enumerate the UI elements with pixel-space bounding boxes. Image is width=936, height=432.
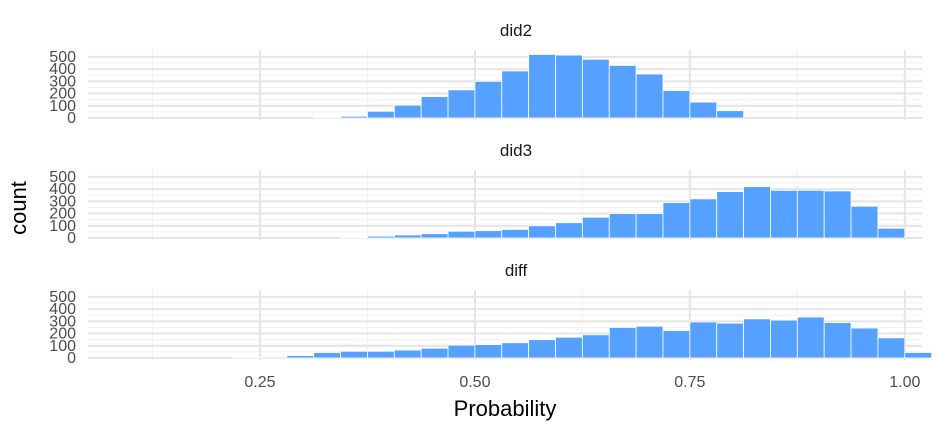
histogram-bar — [528, 225, 556, 239]
histogram-bar — [501, 342, 530, 359]
histogram-bar — [393, 349, 422, 359]
histogram-bar — [474, 80, 503, 119]
y-tick-label: 200 — [49, 326, 76, 343]
x-axis: 0.25 0.50 0.75 1.00 — [244, 374, 920, 391]
histogram-bar — [796, 189, 825, 239]
y-tick-label: 0 — [67, 350, 76, 367]
histogram-bar — [340, 115, 368, 119]
histogram-bar — [367, 110, 395, 119]
y-tick-label: 500 — [49, 289, 76, 306]
x-tick-label: 0.25 — [244, 374, 275, 391]
histogram-bar — [420, 347, 449, 359]
facet-strip-label: did3 — [500, 141, 532, 160]
histogram-bar — [689, 101, 718, 119]
histogram-bar — [340, 350, 368, 359]
y-tick-label: 200 — [49, 206, 76, 223]
facet-strip-label: did2 — [500, 21, 532, 40]
histogram-bar — [877, 337, 906, 359]
histogram-bar — [796, 316, 825, 359]
panels-group: 0100200300400500did20100200300400500did3… — [49, 21, 933, 367]
histogram-bar — [716, 322, 744, 359]
histogram-bar — [313, 352, 341, 359]
histogram-bar — [501, 70, 530, 119]
histogram-bar — [716, 110, 744, 119]
histogram-bar — [823, 190, 852, 239]
y-tick-label: 500 — [49, 169, 76, 186]
histogram-bar — [555, 222, 583, 239]
histogram-bar — [367, 235, 395, 239]
histogram-bar — [581, 58, 610, 119]
histogram-bar — [447, 344, 476, 359]
histogram-bar — [850, 205, 879, 239]
histogram-bar — [608, 65, 637, 119]
x-tick-label: 1.00 — [889, 374, 920, 391]
histogram-bar — [850, 327, 879, 359]
histogram-bar — [474, 344, 503, 359]
histogram-bar — [447, 230, 476, 239]
y-tick-label: 400 — [49, 301, 76, 318]
histogram-bar — [662, 90, 691, 119]
y-tick-label: 300 — [49, 313, 76, 330]
histogram-bar — [420, 233, 449, 239]
y-tick-label: 0 — [67, 110, 76, 127]
histogram-bar — [608, 327, 637, 359]
y-tick-label: 100 — [49, 338, 76, 355]
y-tick-label: 0 — [67, 230, 76, 247]
y-tick-label: 300 — [49, 193, 76, 210]
y-axis-title: count — [6, 181, 31, 235]
histogram-bar — [581, 334, 610, 359]
histogram-bar — [743, 318, 771, 359]
y-tick-label: 200 — [49, 86, 76, 103]
histogram-bar — [608, 213, 637, 239]
histogram-bar — [447, 89, 476, 119]
histogram-bar — [823, 322, 852, 359]
histogram-bar — [581, 216, 610, 239]
y-tick-label: 400 — [49, 61, 76, 78]
histogram-bar — [689, 198, 718, 239]
histogram-bar — [662, 202, 691, 239]
histogram-bar — [393, 234, 422, 239]
histogram-bar — [528, 339, 556, 359]
histogram-bar — [528, 54, 556, 119]
y-tick-label: 100 — [49, 98, 76, 115]
histogram-bar — [555, 336, 583, 359]
facet-strip-label: diff — [505, 261, 528, 280]
histogram-bar — [770, 319, 798, 359]
histogram-bar — [877, 227, 906, 239]
x-tick-label: 0.50 — [459, 374, 490, 391]
y-tick-label: 400 — [49, 181, 76, 198]
y-tick-label: 300 — [49, 73, 76, 90]
histogram-bar — [501, 229, 530, 239]
histogram-bar — [420, 96, 449, 119]
histogram-bar — [662, 330, 691, 359]
histogram-bar — [770, 189, 798, 239]
histogram-bar — [743, 186, 771, 239]
histogram-bar — [635, 73, 664, 119]
histogram-bar — [689, 321, 718, 359]
x-axis-title: Probability — [454, 396, 557, 421]
histogram-bar — [259, 356, 288, 359]
y-tick-label: 500 — [49, 49, 76, 66]
histogram-bar — [286, 355, 315, 359]
x-tick-label: 0.75 — [674, 374, 705, 391]
histogram-bar — [904, 352, 933, 359]
histogram-bar — [393, 104, 422, 119]
histogram-bar — [340, 236, 368, 239]
histogram-bar — [555, 54, 583, 119]
y-tick-label: 100 — [49, 218, 76, 235]
histogram-bar — [367, 350, 395, 359]
histogram-bar — [474, 230, 503, 239]
histogram-bar — [635, 325, 664, 359]
histogram-bar — [716, 191, 744, 239]
histogram-bar — [635, 213, 664, 239]
